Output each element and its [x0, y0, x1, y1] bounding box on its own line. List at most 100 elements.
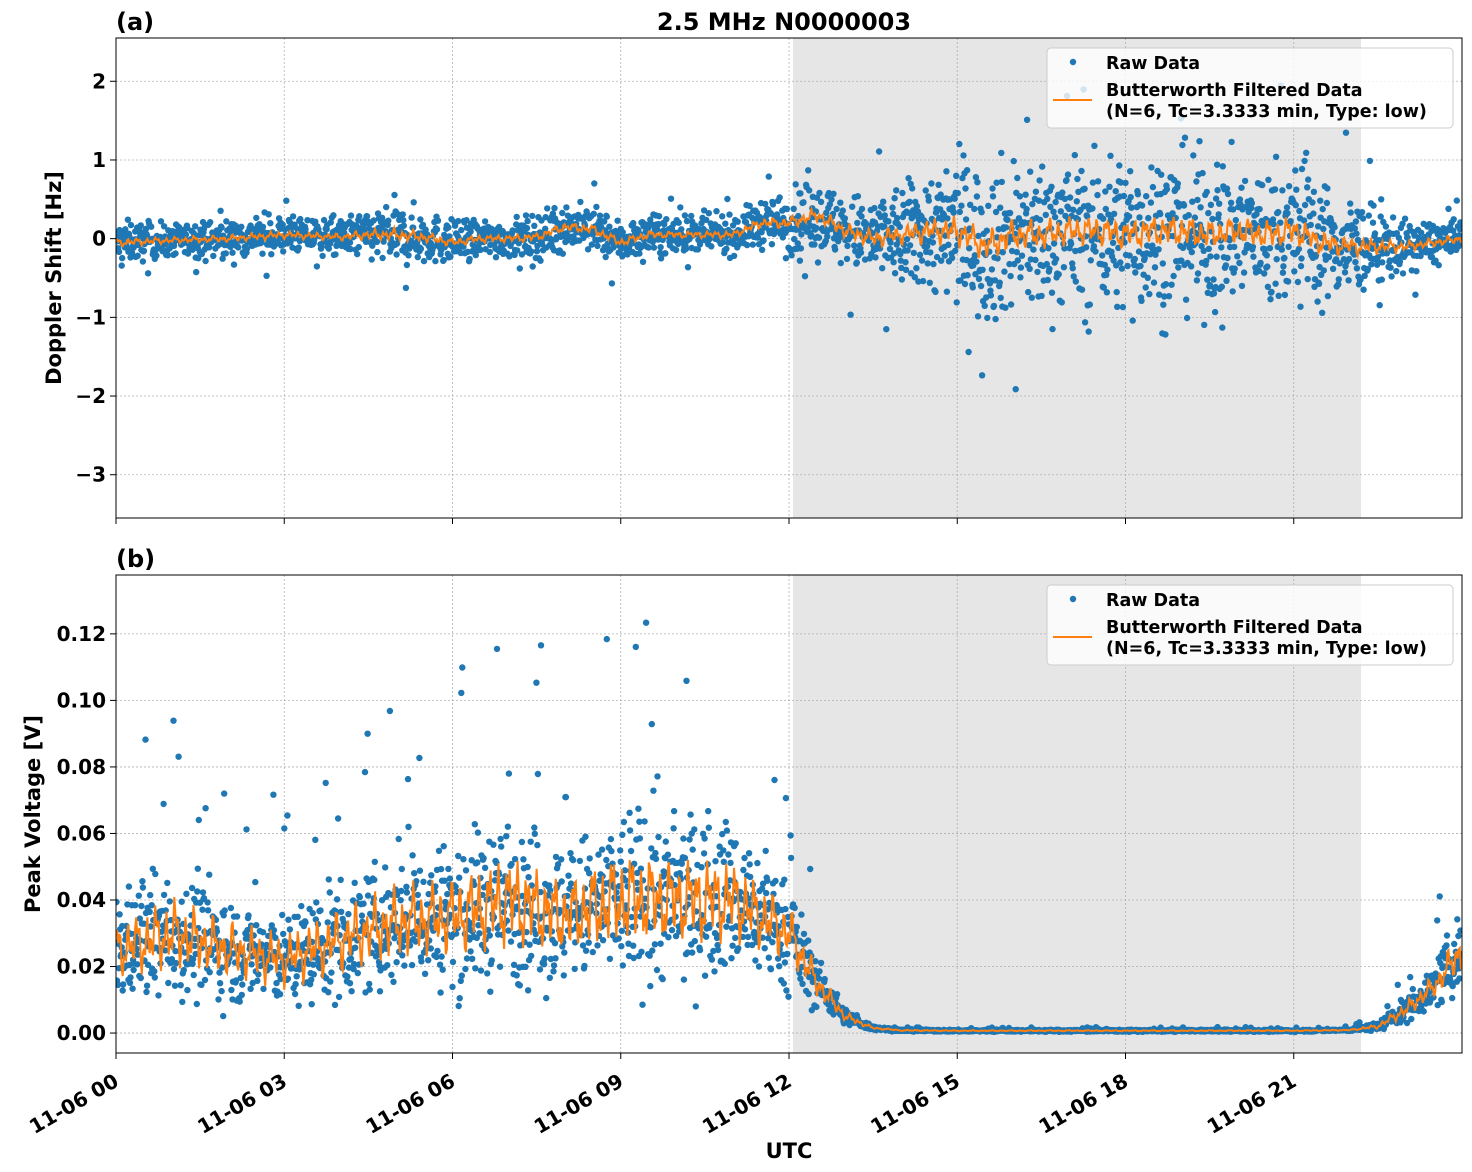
- raw-point: [712, 858, 719, 865]
- raw-point: [997, 204, 1004, 211]
- raw-point: [960, 152, 967, 159]
- raw-point: [854, 193, 862, 200]
- raw-point: [325, 876, 332, 883]
- raw-point: [764, 877, 771, 884]
- raw-point: [723, 245, 730, 252]
- raw-point: [1174, 180, 1182, 187]
- raw-point: [1112, 188, 1119, 195]
- raw-point: [785, 993, 792, 1000]
- raw-point: [455, 852, 462, 860]
- panel-b: 11-06 00 11-06 03 11-06 06 11-06 09 11-06 12…: [21, 545, 1463, 1139]
- raw-point: [700, 850, 708, 857]
- raw-point: [361, 768, 369, 776]
- raw-point: [567, 850, 574, 857]
- raw-point: [134, 951, 141, 958]
- raw-point: [1007, 301, 1015, 308]
- raw-point: [1399, 270, 1407, 277]
- raw-point: [433, 226, 441, 233]
- raw-point: [1094, 178, 1102, 185]
- raw-point: [589, 948, 596, 956]
- raw-point: [1309, 199, 1316, 206]
- raw-point: [1188, 248, 1196, 256]
- raw-point: [220, 1012, 227, 1020]
- raw-point: [1142, 284, 1149, 291]
- raw-point: [455, 1002, 462, 1010]
- raw-point: [732, 934, 739, 942]
- raw-point: [662, 250, 669, 257]
- raw-point: [191, 942, 198, 949]
- raw-point: [791, 904, 798, 912]
- raw-point: [1036, 177, 1043, 184]
- raw-point: [232, 977, 240, 984]
- raw-point: [847, 311, 854, 318]
- raw-point: [880, 205, 887, 212]
- raw-point: [419, 221, 427, 229]
- raw-point: [974, 313, 982, 320]
- raw-point: [466, 255, 473, 263]
- raw-point: [270, 791, 277, 798]
- raw-point: [330, 212, 337, 219]
- raw-point: [817, 198, 825, 206]
- raw-point: [287, 238, 294, 246]
- raw-point: [495, 223, 503, 231]
- raw-point: [952, 247, 959, 254]
- raw-point: [1099, 252, 1106, 259]
- raw-point: [1272, 280, 1279, 287]
- raw-point: [1445, 205, 1452, 212]
- raw-point: [839, 207, 846, 214]
- raw-point: [433, 953, 440, 961]
- raw-point: [972, 174, 980, 181]
- raw-point: [1168, 281, 1175, 288]
- raw-point: [148, 902, 155, 909]
- raw-point: [1118, 265, 1126, 272]
- raw-point: [708, 243, 715, 250]
- raw-point: [916, 251, 924, 258]
- raw-point: [1238, 184, 1245, 191]
- raw-point: [160, 223, 168, 230]
- raw-point: [164, 252, 171, 259]
- raw-point: [272, 934, 279, 941]
- raw-point: [437, 865, 445, 873]
- raw-point: [999, 249, 1006, 256]
- raw-point: [143, 982, 151, 989]
- raw-point: [706, 921, 713, 929]
- raw-point: [277, 975, 284, 983]
- raw-point: [456, 874, 463, 881]
- raw-point: [206, 871, 213, 878]
- raw-point: [1259, 181, 1266, 189]
- raw-point: [356, 894, 363, 901]
- raw-point: [116, 898, 120, 906]
- raw-point: [935, 181, 942, 188]
- raw-point: [267, 964, 274, 971]
- raw-point: [1229, 288, 1236, 295]
- raw-point: [1158, 171, 1165, 178]
- raw-point: [480, 855, 487, 862]
- raw-point: [1180, 202, 1188, 209]
- raw-point: [562, 793, 570, 801]
- raw-data-series: [116, 82, 1462, 393]
- raw-point: [781, 959, 789, 966]
- raw-point: [941, 252, 948, 259]
- raw-point: [735, 945, 742, 952]
- raw-point: [152, 870, 159, 878]
- raw-point: [142, 736, 149, 743]
- raw-point: [139, 258, 147, 265]
- raw-point: [1026, 265, 1033, 272]
- raw-point: [781, 876, 788, 883]
- raw-point: [1335, 276, 1343, 283]
- raw-point: [1138, 297, 1145, 304]
- raw-point: [393, 959, 400, 966]
- raw-point: [657, 255, 665, 262]
- raw-point: [837, 259, 844, 267]
- raw-point: [596, 212, 604, 219]
- raw-point: [1266, 245, 1274, 252]
- raw-point: [1034, 268, 1041, 276]
- raw-point: [1016, 193, 1024, 200]
- raw-point: [437, 989, 444, 996]
- raw-point: [858, 205, 866, 213]
- raw-point: [711, 968, 718, 975]
- raw-point: [322, 779, 329, 787]
- raw-point: [670, 807, 678, 815]
- raw-point: [1284, 210, 1291, 217]
